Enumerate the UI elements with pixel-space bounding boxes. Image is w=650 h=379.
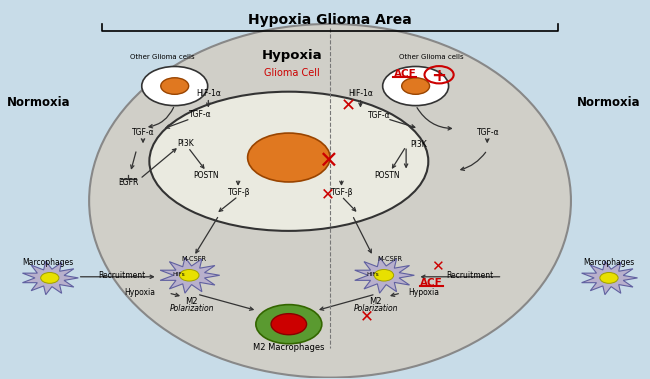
Text: Polarization: Polarization [354, 304, 398, 313]
Text: Other Glioma cells: Other Glioma cells [399, 54, 464, 60]
Text: ✕: ✕ [432, 259, 444, 274]
Text: ✕: ✕ [340, 97, 356, 115]
Polygon shape [160, 257, 220, 293]
Circle shape [271, 314, 307, 335]
Text: Glioma Cell: Glioma Cell [264, 68, 320, 78]
Text: Other Glioma cells: Other Glioma cells [130, 54, 194, 60]
Circle shape [248, 133, 330, 182]
Text: EGFR: EGFR [118, 178, 138, 187]
Polygon shape [23, 261, 79, 294]
Text: Recruitment: Recruitment [98, 271, 146, 280]
Text: TGF-α: TGF-α [368, 111, 391, 119]
Circle shape [161, 78, 188, 94]
Text: POSTN: POSTN [194, 171, 219, 180]
Text: Recruitment: Recruitment [446, 271, 493, 280]
Circle shape [41, 273, 59, 283]
Text: M2 Macrophages: M2 Macrophages [253, 343, 324, 352]
Text: Hypoxia Glioma Area: Hypoxia Glioma Area [248, 13, 412, 27]
Text: TGF-α: TGF-α [477, 128, 500, 137]
Circle shape [402, 78, 430, 94]
Text: HIF-1α: HIF-1α [348, 89, 373, 98]
Polygon shape [355, 257, 414, 293]
Text: Normoxia: Normoxia [577, 97, 641, 110]
Text: TGF-α: TGF-α [188, 110, 211, 119]
Text: Polarization: Polarization [170, 304, 214, 313]
Ellipse shape [89, 24, 571, 377]
Text: Hypoxia: Hypoxia [262, 49, 322, 63]
Circle shape [142, 66, 208, 106]
Text: M2: M2 [186, 297, 198, 306]
Text: HIFs: HIFs [367, 272, 380, 277]
Polygon shape [582, 261, 638, 294]
Circle shape [383, 66, 448, 106]
Text: ACF: ACF [420, 278, 443, 288]
Text: PI3K: PI3K [410, 140, 427, 149]
Text: PI3K: PI3K [177, 139, 194, 148]
Text: HIFs: HIFs [173, 272, 185, 277]
Text: Marcophages: Marcophages [22, 258, 73, 267]
Text: Hypoxia: Hypoxia [408, 288, 439, 298]
Circle shape [600, 273, 618, 283]
Text: ACF: ACF [393, 69, 416, 78]
Text: Normoxia: Normoxia [6, 97, 70, 110]
Text: M-CSFR: M-CSFR [182, 256, 207, 262]
Text: Marcophages: Marcophages [583, 258, 634, 267]
Circle shape [374, 269, 394, 281]
Text: M-CSFR: M-CSFR [377, 256, 402, 262]
Text: TGF-β: TGF-β [332, 188, 354, 197]
Circle shape [256, 305, 322, 344]
Text: TGF-α: TGF-α [132, 128, 154, 137]
Text: ✕: ✕ [360, 308, 374, 326]
Text: ✕: ✕ [318, 149, 338, 173]
Text: Hypoxia: Hypoxia [124, 288, 155, 298]
Text: POSTN: POSTN [374, 171, 400, 180]
Text: HIF-1α: HIF-1α [196, 89, 221, 98]
Text: M2: M2 [369, 297, 382, 306]
Text: TGF-β: TGF-β [228, 188, 251, 197]
Text: +: + [432, 66, 447, 85]
Ellipse shape [150, 92, 428, 231]
Text: ✕: ✕ [321, 185, 335, 204]
Circle shape [179, 269, 199, 281]
